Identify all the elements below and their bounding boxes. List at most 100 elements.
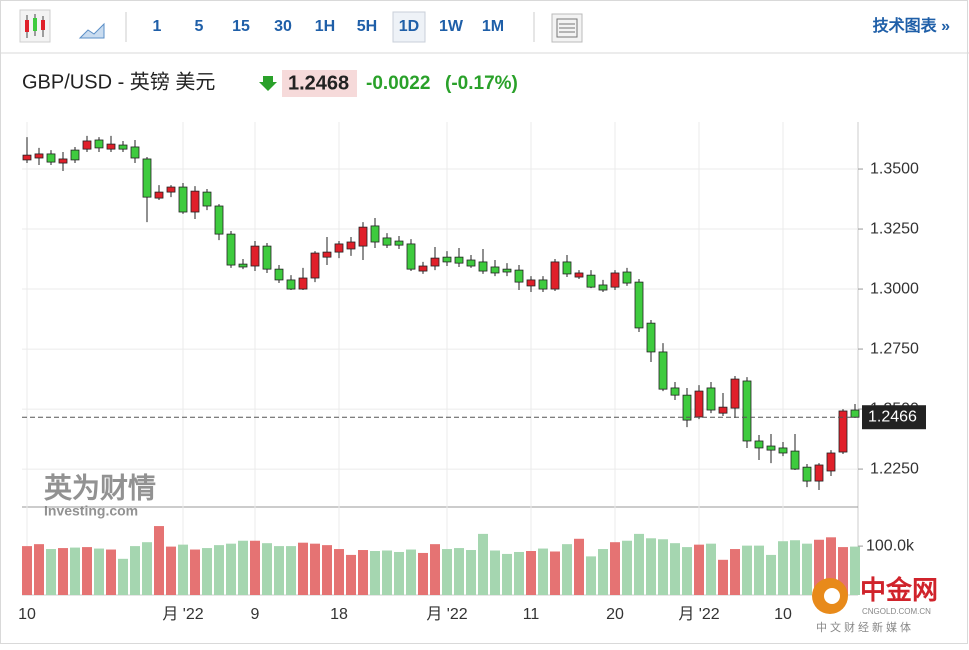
volume-bar [154, 526, 164, 595]
volume-bar [418, 552, 428, 595]
volume-bar [34, 544, 44, 595]
interval-button[interactable]: 15 [232, 18, 250, 35]
instrument-title: GBP/USD - 英镑 美元 [22, 70, 215, 93]
volume-bar [118, 558, 128, 595]
candle-body [58, 158, 68, 164]
candle-body [394, 240, 404, 246]
volume-bar [706, 543, 716, 595]
volume-bar [718, 559, 728, 595]
candle-body [730, 378, 740, 409]
candle-body [670, 387, 680, 396]
volume-bar [754, 545, 764, 595]
volume-bar [478, 533, 488, 595]
volume-bar [526, 551, 536, 595]
candle-body [550, 261, 560, 290]
candle-body [646, 322, 656, 353]
x-tick-label: 9 [251, 606, 260, 623]
interval-button[interactable]: 5H [357, 18, 377, 35]
logo-mark-inner [824, 588, 840, 604]
change-percent: (-0.17%) [445, 73, 518, 94]
volume-bar [610, 542, 620, 595]
candle-body [598, 284, 608, 291]
area-icon[interactable] [78, 22, 105, 39]
x-tick-label: 10 [18, 606, 36, 623]
interval-button[interactable]: 1W [439, 18, 464, 35]
volume-bar [466, 550, 476, 595]
volume-bar [298, 542, 308, 595]
interval-button[interactable]: 1M [482, 18, 504, 35]
volume-bar [442, 549, 452, 595]
volume-bar [574, 538, 584, 595]
candle-body [466, 259, 476, 267]
candle-body [586, 274, 596, 288]
candle-icon[interactable] [19, 9, 51, 43]
y-tick-label: 1.3250 [870, 220, 919, 237]
candle-body [718, 406, 728, 414]
volume-bar [214, 545, 224, 595]
icon-body [41, 20, 45, 30]
candle-body [418, 265, 428, 272]
candle-body [322, 251, 332, 258]
interval-button[interactable]: 1D [399, 18, 419, 35]
candle-body [262, 245, 272, 270]
y-tick-label: 1.2750 [870, 340, 919, 357]
volume-bar [598, 549, 608, 595]
candle-body [430, 257, 440, 267]
candle-body [22, 154, 32, 161]
volume-bar [310, 543, 320, 595]
interval-button[interactable]: 1 [153, 18, 162, 35]
volume-bar [82, 547, 92, 595]
candle-body [478, 261, 488, 272]
candle-body [358, 226, 368, 247]
volume-bar [850, 546, 860, 595]
volume-bar [346, 554, 356, 595]
logo-text: 中金网 [860, 575, 938, 605]
candle-body [370, 225, 380, 243]
interval-button[interactable]: 30 [274, 18, 292, 35]
volume-bar [250, 540, 260, 595]
interval-button[interactable]: 5 [195, 18, 204, 35]
candle-body [310, 252, 320, 279]
candle-body [190, 190, 200, 213]
candle-body [334, 243, 344, 253]
candle-body [202, 191, 212, 207]
volume-bar [814, 539, 824, 595]
candle-body [814, 464, 824, 482]
x-tick-label: 10 [774, 606, 792, 623]
interval-button[interactable]: 1H [315, 18, 335, 35]
candle-body [454, 256, 464, 264]
volume-bar [730, 549, 740, 595]
last-price-label: 1.2466 [868, 408, 917, 425]
volume-bar [670, 543, 680, 595]
candle-body [778, 447, 788, 454]
volume-bar [406, 549, 416, 595]
candle-body [706, 387, 716, 411]
candle-body [838, 410, 848, 453]
volume-bar [694, 544, 704, 595]
candle-body [442, 256, 452, 263]
interval-group: 1 5 15 30 1H 5H 1D 1W 1M [153, 11, 504, 43]
price-highlight [282, 70, 357, 97]
volume-bar [838, 547, 848, 595]
candle-body [826, 452, 836, 472]
volume-bar [166, 546, 176, 595]
candle-body [178, 186, 188, 213]
volume-bar [70, 547, 80, 595]
interval-selected [392, 11, 426, 43]
volume-bar [334, 549, 344, 595]
x-tick-label: 月 '22 [678, 606, 719, 623]
volume-bar [178, 544, 188, 595]
layout-icon[interactable] [551, 13, 583, 43]
candle-body [754, 440, 764, 449]
candle-body [622, 271, 632, 284]
volume-bar [634, 533, 644, 595]
technical-chart-link[interactable]: 技术图表 » [873, 16, 950, 35]
candle-body [742, 380, 752, 442]
candle-body [634, 281, 644, 329]
candle-body [226, 233, 236, 266]
volume-bar [358, 550, 368, 595]
volume-bar [550, 551, 560, 595]
volume-bar [382, 550, 392, 595]
candle-body [382, 237, 392, 246]
